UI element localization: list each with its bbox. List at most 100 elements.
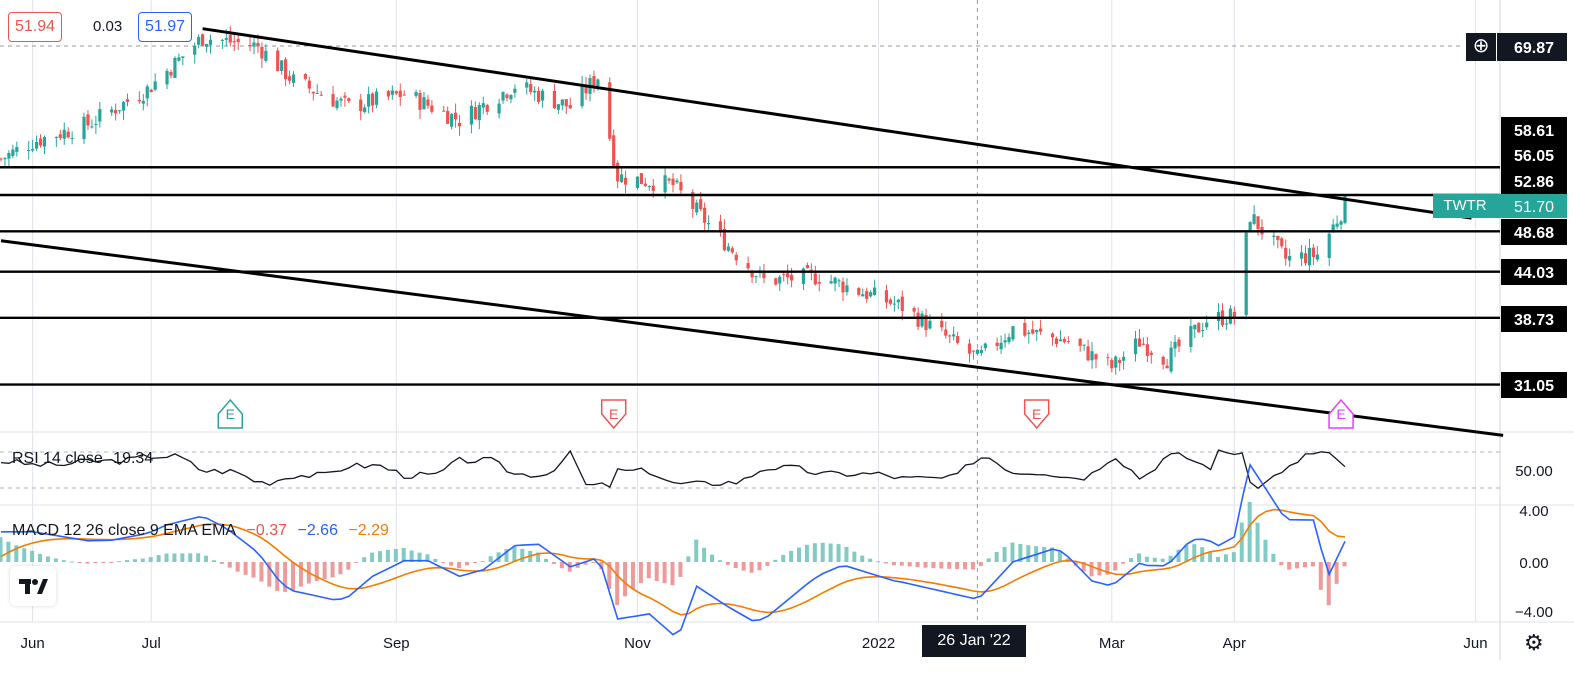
macd-histogram-bar: [1295, 562, 1300, 569]
candle-body: [204, 43, 209, 47]
macd-histogram-bar: [283, 562, 288, 592]
macd-histogram-bar: [757, 562, 762, 571]
macd-histogram-bar: [140, 558, 145, 562]
candle-body: [446, 110, 450, 124]
macd-histogram-bar: [53, 558, 58, 562]
macd-histogram-bar: [797, 547, 802, 562]
macd-histogram-bar: [227, 562, 232, 568]
macd-histogram-bar: [694, 539, 699, 562]
macd-histogram-bar: [1287, 562, 1292, 570]
gear-icon[interactable]: ⚙: [1524, 630, 1544, 655]
rsi-line: [0, 449, 1346, 490]
price-level-tag: [1501, 142, 1567, 168]
macd-histogram-bar: [646, 562, 651, 579]
candle-body: [335, 100, 339, 109]
candle-body: [141, 100, 145, 104]
candle-body: [1027, 332, 1031, 335]
candle-body: [1299, 252, 1304, 259]
plus-icon[interactable]: ⊕: [1466, 33, 1496, 61]
candle-body: [754, 276, 758, 278]
macd-signal-value: −2.29: [348, 522, 389, 539]
macd-histogram-bar: [638, 562, 643, 584]
macd-histogram-bar: [1184, 544, 1189, 562]
candle-body: [1343, 196, 1347, 223]
macd-histogram-bar: [180, 553, 185, 562]
candle-body: [699, 199, 703, 210]
macd-histogram-bar: [1081, 562, 1086, 572]
candle-body: [1228, 308, 1232, 324]
candle-body: [1197, 323, 1201, 333]
candle-body: [27, 150, 31, 152]
macd-histogram-bar: [1176, 549, 1181, 562]
macd-histogram-bar: [1026, 545, 1031, 562]
candle-body: [1106, 357, 1110, 359]
macd-histogram-bar: [1231, 552, 1236, 562]
macd-histogram-bar: [1042, 546, 1047, 562]
candle-body: [7, 152, 11, 159]
macd-axis-label: 0.00: [1519, 555, 1548, 572]
candle-body: [1118, 359, 1122, 364]
macd-histogram-bar: [362, 557, 367, 562]
candle-body: [540, 90, 545, 101]
macd-histogram-bar: [978, 562, 983, 567]
x-tick-label: Apr: [1223, 635, 1246, 652]
candle-body: [1058, 339, 1063, 342]
candle-body: [513, 88, 517, 93]
candle-body: [774, 278, 778, 285]
candle-body: [169, 71, 173, 76]
candle-body: [920, 313, 924, 327]
macd-histogram-bar: [0, 537, 3, 562]
price-level-value: 56.05: [1514, 148, 1554, 165]
macd-histogram-bar: [820, 542, 825, 562]
macd-histogram-bar: [409, 550, 414, 562]
candle-body: [1031, 329, 1035, 334]
macd-histogram-bar: [923, 562, 928, 568]
candle-body: [315, 92, 319, 94]
candle-body: [181, 56, 185, 58]
candle-body: [746, 263, 750, 269]
candle-body: [501, 92, 505, 101]
candle-body: [608, 82, 612, 139]
candle-body: [612, 135, 616, 166]
x-tick-label: Jun: [1463, 635, 1487, 652]
trendline-lower-channel: [0, 239, 1504, 437]
candle-body: [1252, 214, 1256, 224]
candle-body: [1122, 356, 1126, 361]
candle-body: [38, 138, 43, 146]
macd-histogram-bar: [1223, 554, 1228, 562]
candle-body: [940, 320, 944, 328]
candle-body: [1205, 322, 1209, 328]
candle-body: [979, 349, 983, 354]
tradingview-logo[interactable]: [10, 566, 56, 606]
macd-histogram-bar: [915, 562, 920, 568]
macd-histogram-bar: [61, 560, 66, 562]
candle-body: [66, 131, 70, 138]
candle-body: [303, 74, 307, 79]
candle-body: [801, 268, 806, 284]
candle-body: [1161, 356, 1165, 365]
candle-body: [228, 34, 232, 43]
macd-histogram-bar: [1113, 562, 1118, 571]
candle-body: [1141, 343, 1146, 345]
macd-histogram-bar: [1310, 562, 1315, 567]
macd-histogram-bar: [1334, 562, 1339, 584]
candle-body: [679, 181, 683, 191]
candle-body: [552, 90, 557, 109]
macd-histogram-bar: [204, 555, 209, 562]
candle-body: [829, 281, 833, 284]
rsi-axis-label: 50.00: [1515, 463, 1553, 480]
macd-histogram-bar: [789, 550, 794, 562]
candle-body: [260, 46, 264, 59]
macd-histogram-bar: [765, 562, 770, 566]
macd-histogram: [0, 501, 1347, 606]
current-price-tag: [1497, 194, 1567, 218]
macd-signal-line: [0, 508, 1346, 616]
macd-histogram-bar: [1255, 522, 1260, 562]
macd-line-value: −2.66: [297, 522, 338, 539]
macd-histogram-bar: [749, 562, 754, 573]
candle-body: [734, 254, 738, 261]
candle-body: [1311, 247, 1315, 257]
candle-body: [533, 90, 537, 93]
macd-legend: MACD 12 26 close 9 EMA EMA −0.37 −2.66 −…: [12, 522, 395, 540]
